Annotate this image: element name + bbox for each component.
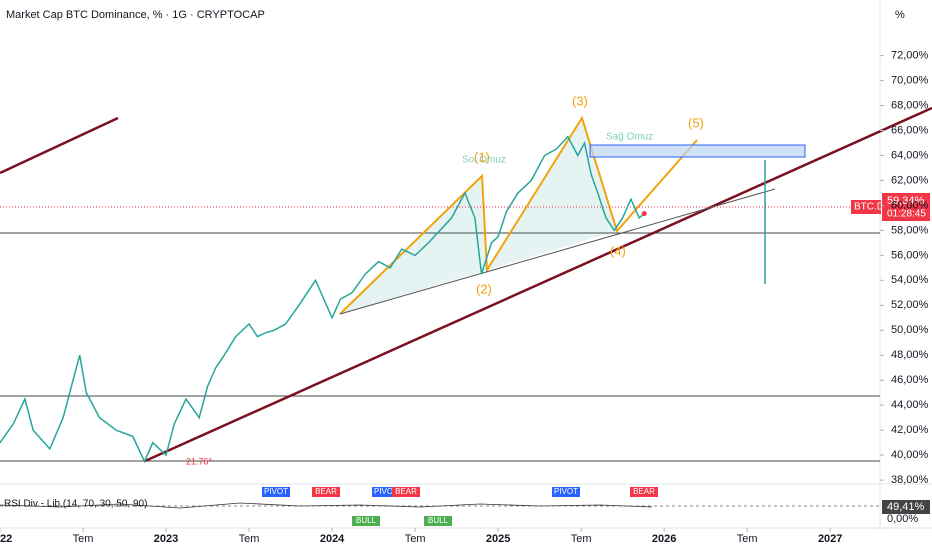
y-tick-label: 38,00%: [891, 474, 929, 486]
rsi-tag-box: [424, 516, 452, 526]
y-tick-label: 58,00%: [891, 224, 929, 236]
y-tick-label: 62,00%: [891, 174, 929, 186]
annotation: (4): [610, 243, 626, 258]
rsi-tag-box: [552, 487, 580, 497]
annotation: (5): [688, 115, 704, 130]
y-tick-label: 72,00%: [891, 49, 929, 61]
rsi-tag: PIVOT: [374, 487, 398, 496]
y-tick-label: 42,00%: [891, 424, 929, 436]
rsi-tag-box: [372, 487, 400, 497]
annotation: Sol Omuz: [462, 155, 506, 166]
rsi-tag: [882, 500, 930, 514]
price-line: [0, 135, 645, 464]
y-tick-label: 60,00%: [891, 199, 929, 211]
rsi-tag: PIVOT: [554, 487, 578, 496]
y-tick-label: 54,00%: [891, 274, 929, 286]
y-tick-label: 68,00%: [891, 99, 929, 111]
rsi-tag: PIVOT: [264, 487, 288, 496]
annotation: (3): [572, 93, 588, 108]
x-tick-label: Tem: [571, 533, 592, 545]
symbol: BTC.D: [854, 202, 884, 213]
x-tick-label: 2026: [652, 533, 676, 545]
y-tick-label: 44,00%: [891, 399, 929, 411]
rsi-tag: BEAR: [315, 487, 337, 496]
rsi-tag-box: [352, 516, 380, 526]
annotation: 21.76°: [186, 456, 213, 466]
x-tick-label: 2023: [154, 533, 178, 545]
y-tick-label: 64,00%: [891, 149, 929, 161]
symbol-tag: [851, 200, 881, 214]
countdown: 01:28:45: [887, 209, 926, 220]
rsi-zero: 0,00%: [887, 513, 918, 525]
y-tick-label: 48,00%: [891, 349, 929, 361]
rsi-tag: BEAR: [395, 487, 417, 496]
y-tick-label: 56,00%: [891, 249, 929, 261]
annotation: (2): [476, 281, 492, 296]
drawings: [0, 106, 932, 463]
chart-title: Market Cap BTC Dominance, % · 1G · CRYPT…: [6, 9, 265, 21]
rsi-line: [0, 502, 653, 509]
rsi-tag-box: [262, 487, 290, 497]
rsi-title: RSI Div - Lib (14, 70, 30, 50, 90): [4, 499, 147, 510]
x-tick-label: 2025: [486, 533, 510, 545]
x-tick-label: 2027: [818, 533, 842, 545]
annotation: Sağ Omuz: [606, 132, 653, 143]
y-tick-label: 40,00%: [891, 449, 929, 461]
x-tick-label: Tem: [405, 533, 426, 545]
y-tick-label: 66,00%: [891, 124, 929, 136]
y-tick-label: 46,00%: [891, 374, 929, 386]
y-tick-label: 52,00%: [891, 299, 929, 311]
last-price: 59,34%: [887, 195, 925, 207]
rsi-tag-box: [312, 487, 340, 497]
y-tick-label: 70,00%: [891, 74, 929, 86]
y-tick-label: 50,00%: [891, 324, 929, 336]
last-price-marker: [641, 211, 647, 217]
rsi-tag: BULL: [356, 516, 377, 525]
annotation: (1): [474, 149, 490, 164]
rsi-tag-box: [392, 487, 420, 497]
x-tick-label: 2024: [320, 533, 345, 545]
price-tag: [882, 193, 930, 221]
x-tick-label: Tem: [239, 533, 260, 545]
x-tick-label: Tem: [73, 533, 94, 545]
rsi-value: 49,41%: [887, 501, 925, 513]
y-unit: %: [895, 9, 905, 21]
x-tick-label: 2022: [0, 533, 12, 545]
rsi-tag: BULL: [428, 516, 449, 525]
rsi-tag-box: [630, 487, 658, 497]
rsi-tag: BEAR: [633, 487, 655, 496]
x-tick-label: Tem: [737, 533, 758, 545]
